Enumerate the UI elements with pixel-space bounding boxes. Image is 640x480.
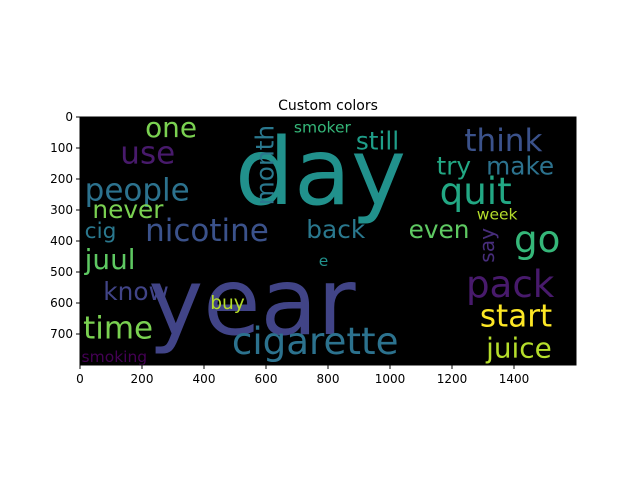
word-make: make [486, 151, 554, 180]
x-axis: 0 200 400 600 800 1000 1200 1400 [76, 365, 529, 386]
word-week: week [477, 205, 518, 223]
word-try: try [437, 151, 472, 180]
y-tick-label-700: 700 [50, 327, 73, 341]
y-tick-label-300: 300 [50, 203, 73, 217]
y-tick-label-100: 100 [50, 141, 73, 155]
word-cigarette: cigarette [232, 319, 399, 363]
x-tick-label-1400: 1400 [499, 372, 530, 386]
word-smoker: smoker [294, 119, 352, 137]
word-e: e [319, 252, 329, 270]
wordcloud-background [80, 117, 576, 365]
word-use: use [120, 136, 175, 172]
x-tick-label-0: 0 [76, 372, 84, 386]
word-year: year [148, 248, 356, 356]
word-know: know [103, 277, 169, 306]
chart-title: Custom colors [278, 98, 378, 114]
word-think: think [464, 123, 542, 159]
word-quit: quit [440, 169, 512, 213]
word-juice: juice [485, 331, 552, 364]
word-pack: pack [466, 262, 555, 306]
x-tick-label-200: 200 [131, 372, 154, 386]
word-juul: juul [84, 243, 136, 276]
word-people: people [85, 173, 190, 209]
word-buy: buy [210, 293, 245, 314]
x-tick-label-1200: 1200 [437, 372, 468, 386]
word-month: month [251, 125, 280, 205]
x-tick-label-1000: 1000 [375, 372, 406, 386]
y-axis: 0 100 200 300 400 500 600 700 [50, 110, 80, 341]
word-time: time [83, 311, 153, 347]
x-tick-label-600: 600 [255, 372, 278, 386]
word-cig: cig [85, 219, 117, 244]
word-back: back [306, 215, 366, 244]
y-tick-label-500: 500 [50, 265, 73, 279]
word-start: start [480, 298, 552, 334]
word-say: say [475, 228, 499, 263]
x-tick-label-800: 800 [317, 372, 340, 386]
word-nicotine: nicotine [145, 213, 269, 249]
word-smoking: smoking [82, 348, 148, 366]
word-never: never [92, 195, 164, 224]
y-tick-label-400: 400 [50, 234, 73, 248]
y-tick-label-600: 600 [50, 296, 73, 310]
plot-area: year day cigarette quit nicotine peopleuseone… [79, 111, 577, 366]
y-tick-label-0: 0 [65, 110, 73, 124]
x-tick-label-400: 400 [193, 372, 216, 386]
wordcloud-words: year day cigarette quit nicotine peopleuseone… [82, 111, 561, 366]
word-still: still [356, 127, 399, 156]
y-tick-label-200: 200 [50, 172, 73, 186]
word-go: go [514, 217, 560, 261]
word-even: even [409, 215, 470, 244]
word-one: one [145, 111, 197, 144]
word-day: day [235, 118, 406, 226]
